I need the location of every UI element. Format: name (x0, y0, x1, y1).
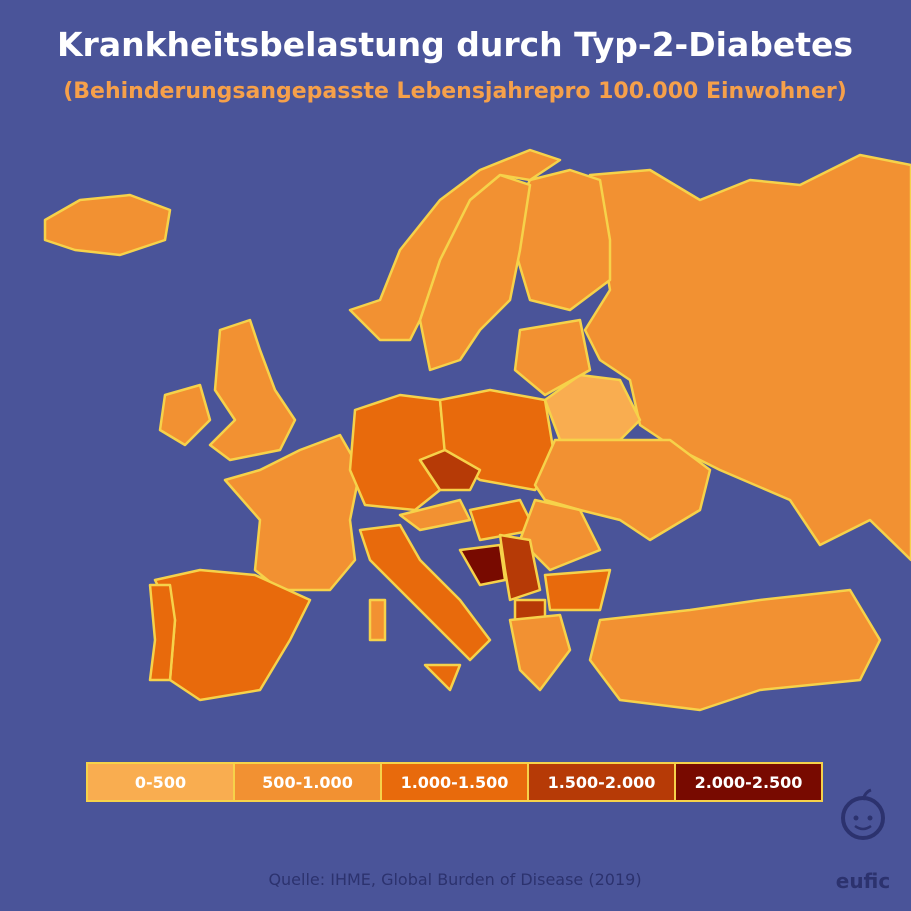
logo: eufic (836, 788, 890, 893)
country (513, 318, 592, 397)
logo-eye (867, 815, 873, 821)
title: Krankheitsbelastung durch Typ-2-Diabetes (57, 25, 853, 64)
country (348, 148, 562, 342)
country (423, 663, 462, 692)
country (543, 568, 612, 612)
logo-stem (861, 788, 872, 801)
legend-label: 1.500-2.000 (548, 773, 656, 792)
subtitle: (Behinderungsangepasste Lebensjahrepro 1… (63, 79, 847, 104)
country (158, 383, 212, 447)
country (518, 498, 602, 572)
logo-text: eufic (836, 869, 890, 893)
country (348, 393, 447, 512)
legend: 0-500 500-1.000 1.000-1.500 1.500-2.000 2.00… (86, 762, 823, 802)
legend-label: 1.000-1.500 (401, 773, 509, 792)
country (43, 193, 172, 257)
country (588, 588, 882, 712)
country (533, 438, 712, 542)
country (458, 543, 507, 587)
legend-swatch (380, 762, 529, 802)
country (398, 498, 472, 532)
legend-swatch (674, 762, 823, 802)
country (208, 318, 297, 462)
country (368, 598, 387, 642)
logo-eye (853, 815, 859, 821)
logo-icon (841, 796, 886, 840)
legend-label: 500-1.000 (262, 773, 353, 792)
source: Quelle: IHME, Global Burden of Disease (… (268, 870, 641, 889)
country (508, 613, 572, 692)
country (358, 523, 492, 662)
country (418, 448, 482, 492)
legend-label: 0-500 (135, 773, 186, 792)
country (583, 153, 911, 562)
legend-swatch (86, 762, 235, 802)
legend-swatch (233, 762, 382, 802)
legend-label: 2.000-2.500 (695, 773, 803, 792)
country (498, 533, 542, 602)
country (148, 583, 177, 682)
logo-smile (854, 824, 872, 831)
map (43, 148, 911, 712)
